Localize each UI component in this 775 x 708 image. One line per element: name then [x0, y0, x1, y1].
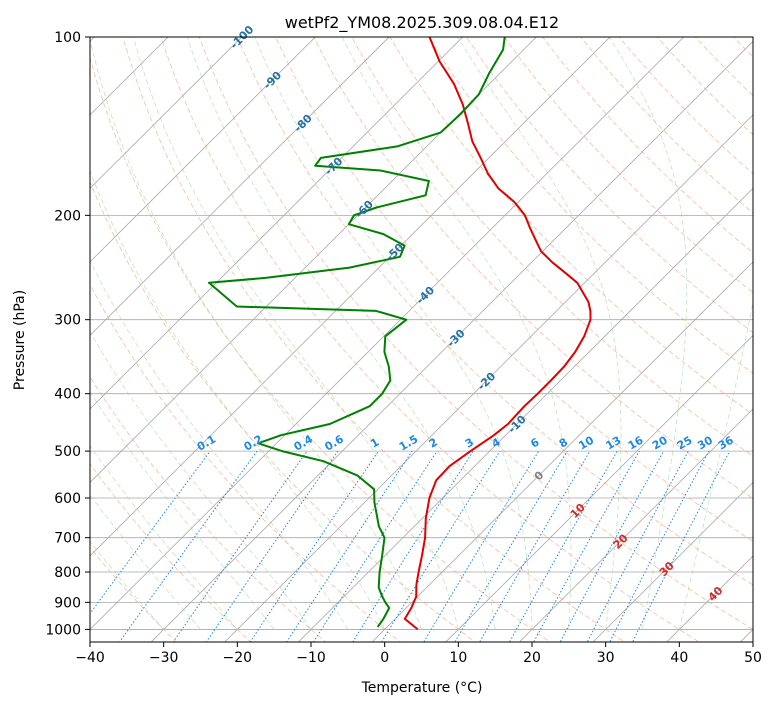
- x-axis-label: Temperature (°C): [361, 680, 483, 696]
- y-tick-label: 800: [54, 565, 81, 581]
- x-tick-label: 30: [597, 650, 615, 666]
- mixing-ratio-line: [352, 450, 474, 642]
- dry-adiabat-line: [90, 546, 177, 642]
- x-tick-label: 20: [523, 650, 541, 666]
- moist-adiabat-line: [90, 37, 422, 630]
- isotherm-line: [90, 37, 611, 557]
- moist-adiabat-line: [90, 259, 349, 630]
- moist-adiabat-line: [254, 37, 533, 630]
- isotherm-line: [90, 37, 685, 631]
- isotherm-line: [592, 481, 753, 642]
- chart-title: wetPf2_YM08.2025.309.08.04.E12: [285, 13, 559, 33]
- mixing-ratio-line: [423, 450, 540, 642]
- dry-adiabat-line: [275, 37, 753, 542]
- mixing-ratio-line: [249, 450, 379, 642]
- moist-adiabat-line: [133, 37, 459, 630]
- moist-adiabat-line: [186, 37, 496, 630]
- y-tick-label: 1000: [45, 622, 81, 638]
- moist-adiabat-line: [678, 300, 753, 630]
- x-tick-label: 40: [670, 650, 688, 666]
- x-tick-label: −10: [296, 650, 326, 666]
- isotherm-line: [150, 40, 753, 642]
- temperature-profile: [403, 37, 592, 631]
- dewpoint-profile: [208, 37, 506, 628]
- y-tick-label: 500: [54, 444, 81, 460]
- dry-adiabat-line: [90, 463, 252, 642]
- mixing-ratio-line: [286, 450, 413, 642]
- x-tick-label: −30: [149, 650, 179, 666]
- y-tick-label: 300: [54, 313, 81, 329]
- mixing-ratio-line: [609, 450, 710, 642]
- moist-adiabat-line: [457, 37, 622, 630]
- mixing-ratio-line: [90, 450, 211, 615]
- isotherm-line: [90, 37, 316, 263]
- dry-adiabat-line: [236, 37, 753, 586]
- dry-adiabat-line: [160, 37, 700, 642]
- dry-adiabat-line: [90, 376, 327, 642]
- dry-adiabat-line: [90, 180, 476, 642]
- x-tick-label: −40: [75, 650, 105, 666]
- y-tick-label: 100: [54, 30, 81, 46]
- x-tick-label: −20: [223, 650, 253, 666]
- mixing-ratio-line: [586, 450, 689, 642]
- plot-frame: [89, 36, 754, 643]
- isotherm-line: [371, 261, 753, 642]
- axis-ticks: −40 −30 −20 −10 0 10 20 30 40 50 100 200 300 400 500 60…: [45, 30, 762, 666]
- x-tick-label: 0: [380, 650, 389, 666]
- y-tick-label: 400: [54, 387, 81, 403]
- dry-adiabat-line: [90, 283, 401, 642]
- moist-adiabat-line: [90, 169, 386, 630]
- mixing-ratio-line: [632, 450, 731, 642]
- mixing-ratio-line: [205, 450, 339, 642]
- isotherm-line: [90, 37, 464, 410]
- y-tick-label: 700: [54, 531, 81, 547]
- dry-adiabat-line: [351, 37, 753, 457]
- isotherm-line: [445, 334, 753, 642]
- dry-adiabat-line: [90, 56, 551, 642]
- background-lines: [90, 37, 753, 642]
- isotherm-line: [90, 37, 243, 189]
- isotherm-line: [297, 187, 753, 642]
- mixing-ratio-line: [508, 450, 618, 642]
- mixing-ratio-line: [454, 450, 568, 642]
- dry-adiabat-line: [198, 37, 753, 630]
- x-tick-label: 10: [449, 650, 467, 666]
- moist-adiabat-line: [90, 330, 312, 630]
- moist-adiabat-line: [608, 37, 688, 630]
- mixing-ratio-line: [172, 450, 308, 642]
- dry-adiabat-line: [313, 37, 753, 499]
- mixing-ratio-line: [381, 450, 501, 642]
- isotherm-line: [90, 37, 390, 336]
- isotherm-line: [224, 114, 753, 642]
- y-tick-label: 600: [54, 491, 81, 507]
- moist-adiabat-line: [341, 37, 572, 630]
- y-tick-label: 200: [54, 208, 81, 224]
- profile-lines: [208, 37, 592, 631]
- x-tick-label: 50: [744, 650, 762, 666]
- mixing-ratio-line: [479, 450, 591, 642]
- mixing-ratio-line: [312, 450, 438, 642]
- y-axis-label: Pressure (hPa): [12, 290, 28, 390]
- dry-adiabat-line: [503, 37, 753, 294]
- y-tick-label: 900: [54, 595, 81, 611]
- dry-adiabat-line: [465, 37, 753, 334]
